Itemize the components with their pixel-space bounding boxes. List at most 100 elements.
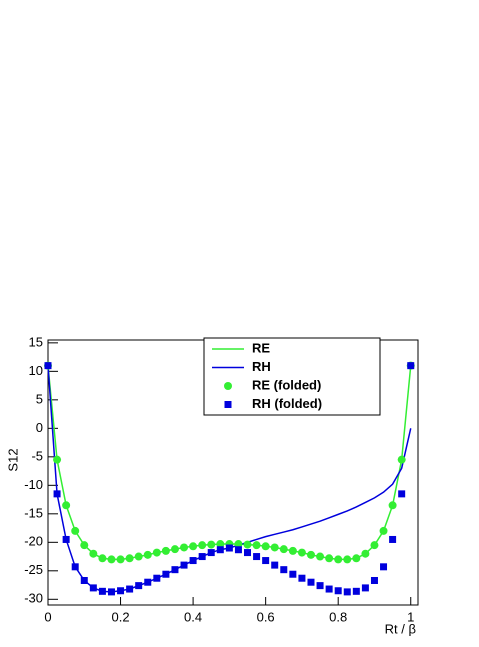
data-point xyxy=(125,554,134,563)
legend-swatch xyxy=(224,382,232,390)
data-point xyxy=(289,570,297,578)
data-point xyxy=(325,585,333,593)
data-point xyxy=(71,563,79,571)
data-point xyxy=(234,540,243,549)
data-point xyxy=(307,578,315,586)
data-point xyxy=(180,543,189,552)
data-point xyxy=(71,526,80,535)
legend-box xyxy=(203,337,381,416)
data-point xyxy=(225,544,233,552)
data-point xyxy=(161,546,170,555)
data-point xyxy=(252,541,261,550)
data-point xyxy=(189,542,198,551)
y-tick-label: 5 xyxy=(36,391,43,406)
data-point xyxy=(398,490,406,498)
y-tick-label: -20 xyxy=(24,534,43,549)
data-point xyxy=(279,545,288,554)
data-point xyxy=(389,535,397,543)
data-point xyxy=(379,526,388,535)
data-point xyxy=(152,548,161,557)
data-point xyxy=(89,584,97,592)
data-point xyxy=(325,554,334,563)
legend-label: RE (folded) xyxy=(252,377,321,392)
data-point xyxy=(117,587,125,595)
x-tick-label: 0.8 xyxy=(329,609,347,624)
data-point xyxy=(397,455,406,464)
x-tick-label: 0.4 xyxy=(184,609,202,624)
data-point xyxy=(316,582,324,590)
data-point xyxy=(270,543,279,552)
data-point xyxy=(80,541,89,550)
data-point xyxy=(316,552,325,561)
x-tick-label: 0 xyxy=(44,609,51,624)
data-point xyxy=(306,550,315,559)
y-tick-label: 0 xyxy=(36,420,43,435)
data-point xyxy=(407,362,415,370)
data-point xyxy=(162,570,170,578)
x-tick-label: 0.6 xyxy=(257,609,275,624)
data-point xyxy=(207,549,215,557)
data-point xyxy=(107,555,116,564)
data-point xyxy=(98,587,106,595)
data-point xyxy=(53,490,61,498)
y-axis-label: S12 xyxy=(5,448,20,471)
data-point xyxy=(380,563,388,571)
data-point xyxy=(361,549,370,558)
data-point xyxy=(89,549,98,558)
data-point xyxy=(262,557,270,565)
data-point xyxy=(280,566,288,574)
data-point xyxy=(116,555,125,564)
data-point xyxy=(107,588,115,596)
y-tick-label: 15 xyxy=(29,334,43,349)
data-point xyxy=(126,585,134,593)
data-point xyxy=(216,540,225,549)
y-tick-label: -25 xyxy=(24,562,43,577)
data-point xyxy=(352,554,361,563)
data-point xyxy=(243,540,252,549)
data-point xyxy=(207,540,216,549)
data-point xyxy=(370,541,379,550)
data-point xyxy=(361,584,369,592)
data-point xyxy=(298,574,306,582)
data-point xyxy=(153,574,161,582)
y-tick-label: -15 xyxy=(24,505,43,520)
y-tick-label: -30 xyxy=(24,591,43,606)
data-point xyxy=(170,545,179,554)
legend-label: RE xyxy=(252,340,270,355)
data-point xyxy=(62,501,71,510)
data-point xyxy=(343,588,351,596)
legend-label: RH (folded) xyxy=(252,396,322,411)
data-point xyxy=(388,501,397,510)
data-point xyxy=(198,553,206,561)
data-point xyxy=(297,548,306,557)
data-point xyxy=(244,549,252,557)
data-point xyxy=(216,546,224,554)
data-point xyxy=(134,552,143,561)
x-tick-label: 1 xyxy=(407,609,414,624)
data-point xyxy=(171,566,179,574)
legend: RE RH RE (folded) RH (folded) xyxy=(203,337,381,416)
data-point xyxy=(189,557,197,565)
data-point xyxy=(198,541,207,550)
data-point xyxy=(370,576,378,584)
data-point xyxy=(343,555,352,564)
data-point xyxy=(53,455,62,464)
data-point xyxy=(62,535,70,543)
data-point xyxy=(143,550,152,559)
data-point xyxy=(261,542,270,551)
data-point xyxy=(144,578,152,586)
data-point xyxy=(135,582,143,590)
y-tick-label: -10 xyxy=(24,477,43,492)
data-point xyxy=(271,561,279,569)
data-point xyxy=(334,555,343,564)
data-point xyxy=(80,576,88,584)
data-point xyxy=(180,561,188,569)
data-point xyxy=(352,587,360,595)
data-point xyxy=(98,554,107,563)
data-point xyxy=(253,553,261,561)
data-point xyxy=(334,587,342,595)
legend-swatch xyxy=(224,401,232,408)
data-point xyxy=(234,546,242,554)
y-tick-label: -5 xyxy=(31,448,43,463)
